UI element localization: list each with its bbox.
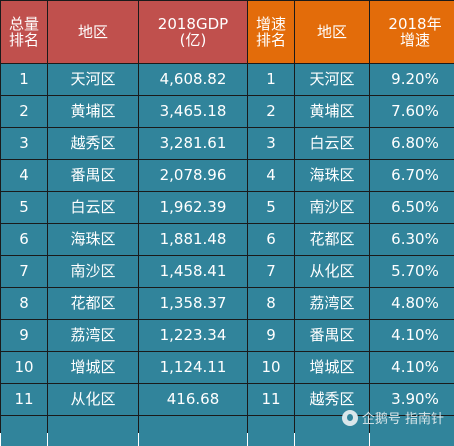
cell-growth-rank: 1: [248, 64, 294, 95]
cell-rank: 4: [1, 160, 47, 191]
cell-growth-rank: 6: [248, 224, 294, 255]
cell-gdp: 4,608.82: [139, 64, 247, 95]
gdp-table: 总量 排名 地区 2018GDP (亿) 增速 排名 地区 2018年 增速 1…: [0, 0, 454, 433]
header-gdp-line2: (亿): [180, 32, 207, 49]
cell-growth-district: 花都区: [295, 224, 369, 255]
cell-growth: 6.80%: [370, 128, 454, 159]
cell-growth-district: 黄埔区: [295, 96, 369, 127]
cell-district: 白云区: [48, 192, 138, 223]
cell-district: 从化区: [48, 384, 138, 415]
cell-growth-rank: 7: [248, 256, 294, 287]
cell-rank: 1: [1, 64, 47, 95]
cell-district: 番禺区: [48, 160, 138, 191]
cell-growth: 7.60%: [370, 96, 454, 127]
cell-growth: 4.80%: [370, 288, 454, 319]
cell-district: 天河区: [48, 64, 138, 95]
cell-gdp: 1,223.34: [139, 320, 247, 351]
cell-rank: 7: [1, 256, 47, 287]
header-total-rank-line1: 总量: [9, 16, 39, 33]
cell-growth-district: 从化区: [295, 256, 369, 287]
cell-growth-rank: 3: [248, 128, 294, 159]
cell-gdp: 1,458.41: [139, 256, 247, 287]
cell-rank: 9: [1, 320, 47, 351]
header-growth-line1: 2018年: [388, 16, 441, 33]
cell-district: 花都区: [48, 288, 138, 319]
cell-growth-district: 南沙区: [295, 192, 369, 223]
cell-gdp: 3,281.61: [139, 128, 247, 159]
cell-gdp: 1,881.48: [139, 224, 247, 255]
cell-district: 越秀区: [48, 128, 138, 159]
cell-rank: 11: [1, 384, 47, 415]
cell-rank: 6: [1, 224, 47, 255]
cell-rank: 5: [1, 192, 47, 223]
penguin-icon: [342, 410, 358, 426]
cell-growth-district: 天河区: [295, 64, 369, 95]
cell-growth-rank: 10: [248, 352, 294, 383]
cell-growth-rank: 2: [248, 96, 294, 127]
header-growth-rank-line1: 增速: [256, 16, 286, 33]
cell-rank: 2: [1, 96, 47, 127]
cell-district: 黄埔区: [48, 96, 138, 127]
cell-rank: 10: [1, 352, 47, 383]
cell-gdp: 1,358.37: [139, 288, 247, 319]
header-growth-district: 地区: [295, 1, 369, 63]
cell-growth-district: 海珠区: [295, 160, 369, 191]
cell-growth-rank: 5: [248, 192, 294, 223]
header-growth-rank: 增速 排名: [248, 1, 294, 63]
cell-growth-district: 白云区: [295, 128, 369, 159]
cell-rank: 8: [1, 288, 47, 319]
cell-gdp: 2,078.96: [139, 160, 247, 191]
cell-growth-rank: 9: [248, 320, 294, 351]
watermark: 企鹅号 指南针: [342, 408, 444, 427]
cell-growth-district: 增城区: [295, 352, 369, 383]
header-gdp: 2018GDP (亿): [139, 1, 247, 63]
cell-gdp: 3,465.18: [139, 96, 247, 127]
header-total-rank-line2: 排名: [9, 32, 39, 49]
cell-district: 荔湾区: [48, 320, 138, 351]
empty-cell: [248, 416, 294, 446]
header-district: 地区: [48, 1, 138, 63]
header-total-rank: 总量 排名: [1, 1, 47, 63]
empty-cell: [1, 416, 47, 446]
cell-growth-rank: 4: [248, 160, 294, 191]
cell-growth-rank: 11: [248, 384, 294, 415]
cell-district: 海珠区: [48, 224, 138, 255]
cell-gdp: 1,124.11: [139, 352, 247, 383]
cell-rank: 3: [1, 128, 47, 159]
empty-cell: [48, 416, 138, 446]
cell-district: 南沙区: [48, 256, 138, 287]
header-growth: 2018年 增速: [370, 1, 454, 63]
cell-growth-district: 荔湾区: [295, 288, 369, 319]
cell-growth: 6.50%: [370, 192, 454, 223]
watermark-text: 企鹅号 指南针: [362, 408, 444, 427]
cell-growth: 4.10%: [370, 320, 454, 351]
cell-growth-rank: 8: [248, 288, 294, 319]
cell-growth: 9.20%: [370, 64, 454, 95]
cell-growth-district: 番禺区: [295, 320, 369, 351]
cell-growth: 5.70%: [370, 256, 454, 287]
empty-cell: [139, 416, 247, 446]
header-growth-rank-line2: 排名: [256, 32, 286, 49]
cell-district: 增城区: [48, 352, 138, 383]
cell-gdp: 416.68: [139, 384, 247, 415]
header-growth-line2: 增速: [400, 32, 430, 49]
cell-gdp: 1,962.39: [139, 192, 247, 223]
cell-growth: 6.30%: [370, 224, 454, 255]
cell-growth: 6.70%: [370, 160, 454, 191]
cell-growth: 4.10%: [370, 352, 454, 383]
header-gdp-line1: 2018GDP: [158, 16, 228, 33]
